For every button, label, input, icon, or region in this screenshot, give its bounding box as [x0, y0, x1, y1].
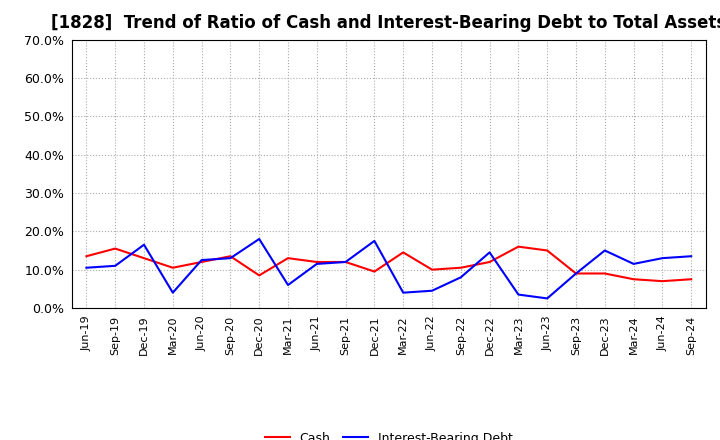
Line: Cash: Cash — [86, 247, 691, 281]
Cash — [600, 271, 609, 276]
Interest-Bearing Debt — [456, 275, 465, 280]
Cash — [82, 253, 91, 259]
Cash — [399, 250, 408, 255]
Line: Interest-Bearing Debt: Interest-Bearing Debt — [86, 239, 691, 298]
Title: [1828]  Trend of Ratio of Cash and Interest-Bearing Debt to Total Assets: [1828] Trend of Ratio of Cash and Intere… — [51, 15, 720, 33]
Cash — [370, 269, 379, 274]
Cash — [485, 259, 494, 264]
Interest-Bearing Debt — [399, 290, 408, 295]
Interest-Bearing Debt — [255, 236, 264, 242]
Cash — [543, 248, 552, 253]
Interest-Bearing Debt — [485, 250, 494, 255]
Cash — [312, 259, 321, 264]
Cash — [658, 279, 667, 284]
Interest-Bearing Debt — [111, 263, 120, 268]
Interest-Bearing Debt — [543, 296, 552, 301]
Interest-Bearing Debt — [168, 290, 177, 295]
Cash — [197, 259, 206, 264]
Cash — [111, 246, 120, 251]
Cash — [572, 271, 580, 276]
Cash — [168, 265, 177, 270]
Interest-Bearing Debt — [572, 271, 580, 276]
Cash — [629, 277, 638, 282]
Interest-Bearing Debt — [312, 261, 321, 267]
Cash — [255, 273, 264, 278]
Interest-Bearing Debt — [514, 292, 523, 297]
Cash — [140, 256, 148, 261]
Interest-Bearing Debt — [284, 282, 292, 288]
Interest-Bearing Debt — [687, 253, 696, 259]
Legend: Cash, Interest-Bearing Debt: Cash, Interest-Bearing Debt — [260, 427, 518, 440]
Interest-Bearing Debt — [341, 259, 350, 264]
Interest-Bearing Debt — [600, 248, 609, 253]
Cash — [341, 259, 350, 264]
Interest-Bearing Debt — [658, 256, 667, 261]
Interest-Bearing Debt — [370, 238, 379, 244]
Cash — [226, 253, 235, 259]
Interest-Bearing Debt — [82, 265, 91, 270]
Cash — [514, 244, 523, 249]
Interest-Bearing Debt — [629, 261, 638, 267]
Cash — [284, 256, 292, 261]
Cash — [428, 267, 436, 272]
Interest-Bearing Debt — [197, 257, 206, 263]
Cash — [687, 277, 696, 282]
Interest-Bearing Debt — [140, 242, 148, 247]
Interest-Bearing Debt — [226, 256, 235, 261]
Cash — [456, 265, 465, 270]
Interest-Bearing Debt — [428, 288, 436, 293]
